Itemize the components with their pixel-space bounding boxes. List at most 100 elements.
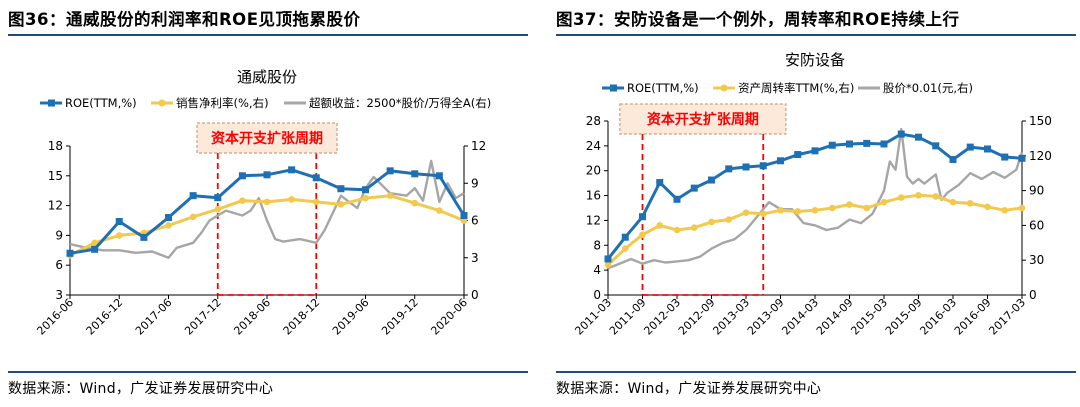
x-tick-label: 2016-03 [917,296,959,338]
right-panel: 图37：安防设备是一个例外，周转率和ROE持续上行 安防设备 ROE(TTM,%)… [556,0,1076,407]
legend-label: 股价*0.01(元,右) [883,81,973,95]
data-point [386,167,394,175]
legend-item: 销售净利率(%,右) [151,96,269,110]
chart-security-equipment: 安防设备 ROE(TTM,%) 资产周转率TTM(%,右) 股价*0.01(元,右) 0… [572,51,1052,338]
data-point [214,206,222,213]
legend-item: 超额收益：2500*股价/万得全A(右) [284,96,491,110]
data-point [91,239,98,247]
data-point [604,255,612,263]
data-point [811,207,819,214]
source-note: 数据来源：Wind，广发证券发展研究中心 [8,381,274,397]
series-line [69,168,466,255]
x-tick-label: 2013-03 [710,296,752,338]
legend-marker [720,84,728,92]
series-line [69,159,465,260]
data-point [880,140,888,148]
source-note: 数据来源：Wind，广发证券发展研究中心 [556,381,822,397]
data-point [263,171,271,179]
y-tick-label-left: 15 [48,169,63,183]
legend-label: 资产周转率TTM(%,右) [738,81,854,95]
data-point [621,233,629,241]
data-point [846,201,853,208]
x-tick-label: 2013-09 [745,296,787,338]
data-point [239,197,246,204]
y-tick-label-right: 0 [471,288,479,302]
data-point [312,174,320,182]
data-point [140,233,148,241]
figure-title: 图37：安防设备是一个例外，周转率和ROE持续上行 [556,10,960,29]
data-point [621,245,629,252]
x-tick-label: 2016-09 [952,296,994,338]
data-point [436,207,443,214]
data-point [690,224,698,232]
x-tick-label: 2014-09 [814,296,856,338]
y-tick-label-left: 0 [593,288,601,302]
data-point [656,179,664,187]
data-point [966,200,974,207]
x-tick-label: 2016-12 [84,296,126,338]
data-point [263,198,271,206]
y-tick-label-left: 20 [586,164,601,178]
x-tick-label: 2019-06 [330,296,372,338]
chart-title: 安防设备 [785,51,845,69]
data-point [656,222,664,229]
y-tick-label-left: 16 [586,189,601,203]
data-point [966,143,974,151]
data-point [708,176,715,184]
data-point [1018,154,1026,162]
data-point [639,213,646,221]
x-tick-label: 2017-06 [133,296,175,338]
annotation-label: 资本开支扩张周期 [211,130,323,147]
data-point [949,198,957,206]
y-tick-label-left: 28 [586,114,601,128]
x-tick-label: 2020-06 [428,296,470,338]
data-point [238,172,246,180]
data-point [1001,153,1009,161]
title-rule [556,34,1076,36]
data-point [411,199,419,207]
y-tick-label-left: 8 [593,238,601,252]
data-point [673,195,681,203]
data-point [932,142,940,150]
y-tick-label-left: 6 [55,258,63,272]
x-tick-label: 2014-03 [779,296,821,338]
x-tick-label: 2018-12 [281,296,323,338]
source-rule [8,371,528,373]
data-point [673,226,681,234]
data-point [984,145,991,153]
data-point [690,184,698,192]
y-tick-label-left: 9 [55,228,63,242]
annotation-box [196,122,338,154]
data-point [708,218,715,226]
y-tick-label-right: 12 [471,139,486,153]
x-tick-label: 2012-09 [676,296,718,338]
data-point [362,186,369,194]
x-tick-label: 2017-03 [986,296,1028,338]
data-point [880,198,888,206]
x-tick-label: 2018-06 [231,296,273,338]
data-point [115,232,123,239]
data-point [189,213,197,221]
data-point [411,170,419,178]
legend-marker [610,84,617,92]
data-point [460,212,468,220]
data-point [828,204,836,212]
y-tick-label-right: 150 [1029,114,1052,128]
data-point [811,147,819,155]
chart-title: 通威股份 [237,68,297,86]
legend-label: ROE(TTM,%) [65,96,137,110]
x-tick-label: 2017-12 [182,296,224,338]
data-point [777,207,784,214]
data-point [759,162,767,170]
data-point [386,192,394,199]
data-point [794,208,802,215]
data-point [189,192,197,200]
data-point [362,194,369,202]
data-point [949,156,957,164]
data-point [1018,204,1026,212]
data-point [742,209,750,216]
x-tick-label: 2019-12 [379,296,421,338]
x-tick-label: 2012-03 [641,296,683,338]
data-point [115,217,123,225]
data-point [725,165,733,173]
